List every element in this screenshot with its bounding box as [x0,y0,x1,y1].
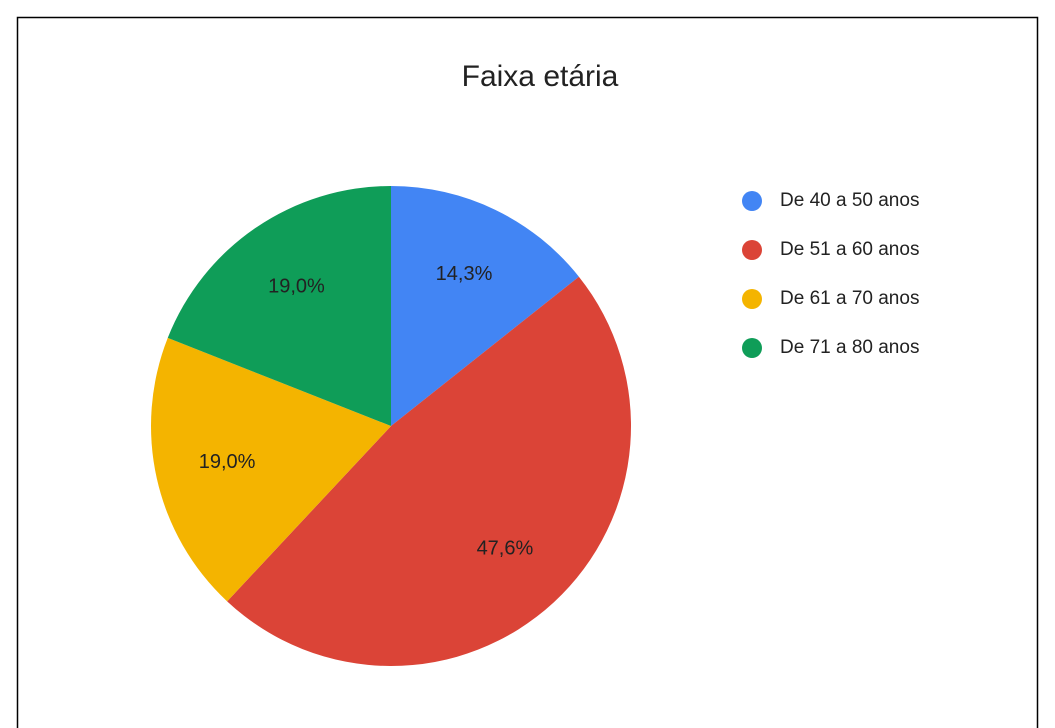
data-label: 14,3% [436,263,493,285]
legend-marker [742,240,762,260]
data-label: 47,6% [477,538,534,560]
legend-label: De 61 a 70 anos [780,288,919,309]
pie-slice [167,186,391,426]
frame [16,16,1039,728]
legend-marker [742,338,762,358]
data-label: 19,0% [268,275,325,297]
data-label: 19,0% [199,451,256,473]
legend-label: De 51 a 60 anos [780,239,919,260]
chart-title: Faixa etária [462,60,619,93]
pie-slice [151,337,391,602]
legend-marker [742,191,762,211]
legend-label: De 71 a 80 anos [780,337,919,358]
legend-marker [742,289,762,309]
legend-label: De 40 a 50 anos [780,190,919,211]
pie-slice [227,276,632,666]
pie-slice [391,186,579,426]
